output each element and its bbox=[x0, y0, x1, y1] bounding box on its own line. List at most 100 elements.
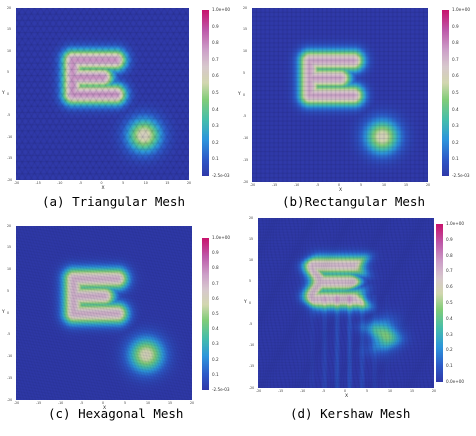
colorbar-tick-label: 0.6 bbox=[212, 295, 219, 301]
colorbar-max-label: 1.0e+00 bbox=[452, 7, 471, 12]
caption-a: (a) Triangular Mesh bbox=[42, 194, 185, 209]
x-tick-label: 0 bbox=[338, 183, 341, 187]
colorbar-tick-label: 0.9 bbox=[446, 236, 453, 242]
colorbar-tick-label: 0.1 bbox=[212, 156, 219, 162]
colorbar-tick-label: 0.5 bbox=[212, 311, 219, 316]
colorbar-tick-label: 0.2 bbox=[212, 356, 219, 362]
x-tick-label: 20 bbox=[187, 181, 192, 185]
colorbar-tick-label: 0.4 bbox=[212, 106, 219, 112]
colorbar-tick-label: 0.6 bbox=[452, 73, 459, 79]
caption-b: (b)Rectangular Mesh bbox=[282, 194, 425, 209]
x-tick-label: 15 bbox=[165, 181, 170, 185]
y-tick-label: -5 bbox=[243, 114, 247, 119]
colorbar-tick-label: 0.7 bbox=[452, 56, 459, 62]
colorbar-tick-label: 0.9 bbox=[452, 23, 459, 29]
y-tick-label: 0 bbox=[249, 300, 252, 305]
heatmap-canvas bbox=[252, 8, 428, 182]
heatmap-canvas bbox=[16, 226, 192, 400]
colorbar-tick-label: 0.2 bbox=[446, 347, 453, 353]
x-axis-label: X bbox=[345, 394, 349, 399]
colorbar-tick-label: 0.9 bbox=[212, 23, 219, 29]
x-tick-label: -15 bbox=[36, 401, 42, 405]
y-tick-label: 5 bbox=[243, 70, 246, 75]
y-tick-label: 10 bbox=[7, 48, 12, 53]
x-tick-label: 5 bbox=[360, 183, 363, 187]
x-tick-label: -5 bbox=[316, 183, 320, 187]
y-tick-label: -5 bbox=[7, 113, 11, 117]
x-tick-label: 0 bbox=[102, 401, 105, 405]
y-tick-label: 15 bbox=[249, 236, 254, 241]
heatmap-canvas bbox=[258, 218, 434, 388]
colorbar-tick-label: 0.7 bbox=[446, 268, 453, 274]
y-tick-label: -15 bbox=[249, 364, 255, 369]
y-tick-label: 10 bbox=[243, 49, 248, 53]
y-tick-label: -15 bbox=[243, 157, 249, 162]
plot-area bbox=[16, 226, 192, 400]
x-tick-label: 5 bbox=[122, 181, 125, 185]
x-tick-label: -5 bbox=[78, 181, 83, 185]
x-tick-label: -10 bbox=[294, 183, 300, 187]
y-tick-label: -10 bbox=[7, 354, 13, 358]
colorbar-tick-label: 0.7 bbox=[212, 56, 219, 62]
y-axis-label: Y bbox=[2, 310, 5, 315]
colorbar-tick-label: 0.8 bbox=[212, 40, 219, 46]
x-tick-label: -15 bbox=[272, 183, 278, 187]
colorbar-tick-label: 0.2 bbox=[452, 139, 459, 145]
y-tick-label: -20 bbox=[243, 179, 249, 184]
x-tick-label: -20 bbox=[250, 183, 256, 187]
y-tick-label: -10 bbox=[243, 136, 249, 140]
y-tick-label: 15 bbox=[7, 245, 12, 250]
x-tick-label: 5 bbox=[124, 401, 127, 405]
x-tick-label: -10 bbox=[57, 181, 63, 185]
y-tick-label: 0 bbox=[7, 91, 10, 96]
colorbar-tick-label: 0.2 bbox=[212, 139, 219, 145]
colorbar-min-label: -2.5e-03 bbox=[212, 387, 230, 392]
colorbar bbox=[436, 224, 443, 382]
colorbar-tick-label: 0.1 bbox=[452, 156, 459, 162]
x-tick-label: 15 bbox=[410, 389, 415, 393]
y-tick-label: -10 bbox=[249, 343, 255, 347]
y-tick-label: 20 bbox=[7, 5, 12, 10]
plot-area bbox=[16, 8, 189, 180]
x-tick-label: 10 bbox=[382, 183, 387, 187]
y-tick-label: 0 bbox=[243, 92, 246, 97]
x-tick-label: -20 bbox=[256, 389, 262, 393]
plot-area bbox=[252, 8, 428, 182]
colorbar bbox=[442, 10, 449, 176]
colorbar-tick-label: 0.9 bbox=[212, 250, 219, 256]
x-tick-label: 10 bbox=[143, 181, 148, 185]
y-tick-label: -15 bbox=[7, 375, 13, 380]
y-tick-label: -5 bbox=[249, 321, 253, 326]
colorbar-max-label: 1.0e+00 bbox=[212, 235, 231, 240]
x-tick-label: -15 bbox=[278, 389, 284, 393]
x-tick-label: -5 bbox=[322, 389, 326, 393]
colorbar-min-label: -2.5e-03 bbox=[452, 173, 470, 178]
x-tick-label: 20 bbox=[432, 389, 437, 393]
y-tick-label: 20 bbox=[7, 223, 12, 228]
x-axis-label: X bbox=[339, 188, 343, 193]
y-tick-label: 20 bbox=[249, 215, 254, 220]
colorbar-tick-label: 0.3 bbox=[212, 341, 219, 347]
colorbar bbox=[202, 10, 209, 176]
colorbar-tick-label: 0.5 bbox=[452, 90, 459, 95]
colorbar-tick-label: 0.1 bbox=[212, 371, 219, 377]
heatmap-canvas bbox=[16, 8, 189, 180]
y-tick-label: 5 bbox=[7, 70, 10, 74]
x-tick-label: -5 bbox=[80, 401, 84, 405]
colorbar-tick-label: 0.3 bbox=[212, 123, 219, 129]
colorbar-tick-label: 0.5 bbox=[212, 90, 219, 95]
colorbar-tick-label: 0.1 bbox=[446, 363, 453, 369]
x-tick-label: 15 bbox=[404, 183, 409, 187]
colorbar-tick-label: 0.6 bbox=[446, 284, 453, 290]
y-tick-label: 0 bbox=[7, 310, 10, 315]
x-tick-label: 5 bbox=[366, 389, 369, 393]
x-tick-label: 20 bbox=[190, 401, 195, 405]
colorbar-tick-label: 0.8 bbox=[452, 40, 459, 46]
y-tick-label: -10 bbox=[7, 134, 13, 139]
x-tick-label: 10 bbox=[388, 389, 393, 393]
colorbar-tick-label: 0.4 bbox=[446, 315, 453, 321]
colorbar-max-label: 1.0e+00 bbox=[446, 221, 465, 226]
x-tick-label: 20 bbox=[426, 183, 431, 187]
y-tick-label: 15 bbox=[243, 27, 248, 32]
x-axis-label: X bbox=[101, 186, 105, 191]
